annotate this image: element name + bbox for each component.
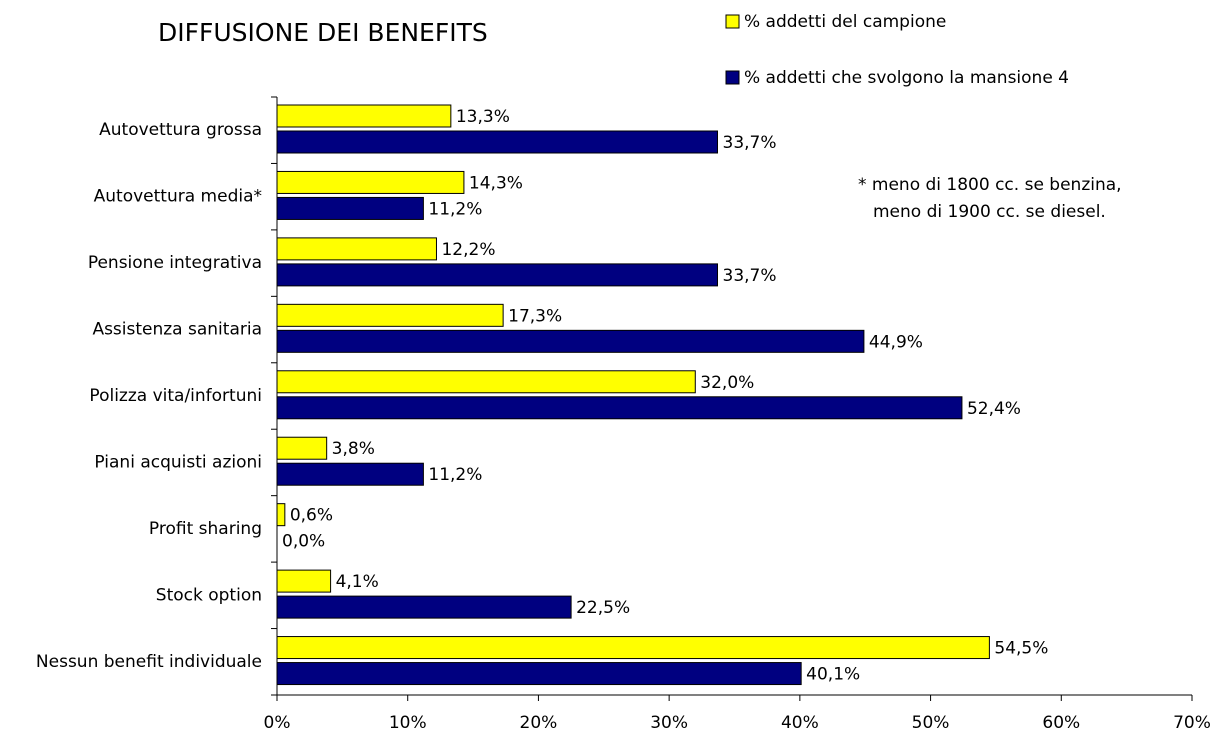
bar [276, 329, 865, 353]
y-tick-label: Stock option [156, 585, 262, 605]
bar [276, 104, 452, 128]
chart-title: DIFFUSIONE DEI BENEFITS [158, 18, 488, 47]
y-tick-label: Profit sharing [149, 519, 262, 539]
value-label: 11,2% [428, 199, 482, 219]
bar [276, 370, 696, 394]
value-label: 11,2% [428, 465, 482, 485]
annotation: meno di 1900 cc. se diesel. [873, 202, 1106, 222]
value-label: 32,0% [700, 373, 754, 393]
y-tick-label: Piani acquisti azioni [94, 452, 262, 472]
value-label: 22,5% [576, 598, 630, 618]
value-label: 17,3% [508, 306, 562, 326]
bar [276, 662, 802, 686]
x-tick-label: 60% [1042, 713, 1080, 733]
bar [276, 237, 437, 261]
legend-swatch [725, 70, 740, 85]
bar [276, 263, 719, 287]
value-label: 0,0% [282, 532, 325, 552]
bar [276, 396, 963, 420]
x-tick-label: 30% [650, 713, 688, 733]
bar [276, 130, 719, 154]
y-tick-label: Autovettura media* [94, 187, 262, 207]
bar [276, 569, 332, 593]
legend-swatch [725, 14, 740, 29]
value-label: 33,7% [723, 266, 777, 286]
x-tick-label: 40% [781, 713, 819, 733]
bar [276, 436, 328, 460]
value-label: 3,8% [332, 439, 375, 459]
y-tick-label: Autovettura grossa [99, 120, 262, 140]
value-label: 12,2% [441, 240, 495, 260]
legend-label: % addetti che svolgono la mansione 4 [744, 68, 1069, 88]
x-tick-label: 10% [389, 713, 427, 733]
bar [276, 303, 504, 327]
value-label: 33,7% [723, 133, 777, 153]
value-label: 44,9% [869, 332, 923, 352]
x-tick-label: 0% [264, 713, 291, 733]
bar [276, 503, 286, 527]
y-tick-label: Assistenza sanitaria [92, 320, 262, 340]
bar [276, 595, 572, 619]
legend-label: % addetti del campione [744, 12, 946, 32]
bar [276, 196, 424, 220]
bar [276, 636, 990, 660]
value-label: 52,4% [967, 399, 1021, 419]
value-label: 14,3% [469, 173, 523, 193]
x-tick-label: 70% [1173, 713, 1211, 733]
annotation: * meno di 1800 cc. se benzina, [858, 175, 1122, 195]
value-label: 40,1% [806, 665, 860, 685]
y-tick-label: Pensione integrativa [88, 253, 262, 273]
value-label: 54,5% [994, 639, 1048, 659]
value-label: 0,6% [290, 506, 333, 526]
value-label: 4,1% [336, 572, 379, 592]
value-label: 13,3% [456, 107, 510, 127]
bar [276, 170, 465, 194]
x-tick-label: 50% [912, 713, 950, 733]
bar [276, 462, 424, 486]
y-tick-label: Nessun benefit individuale [36, 652, 262, 672]
x-tick-label: 20% [520, 713, 558, 733]
y-tick-label: Polizza vita/infortuni [89, 386, 262, 406]
